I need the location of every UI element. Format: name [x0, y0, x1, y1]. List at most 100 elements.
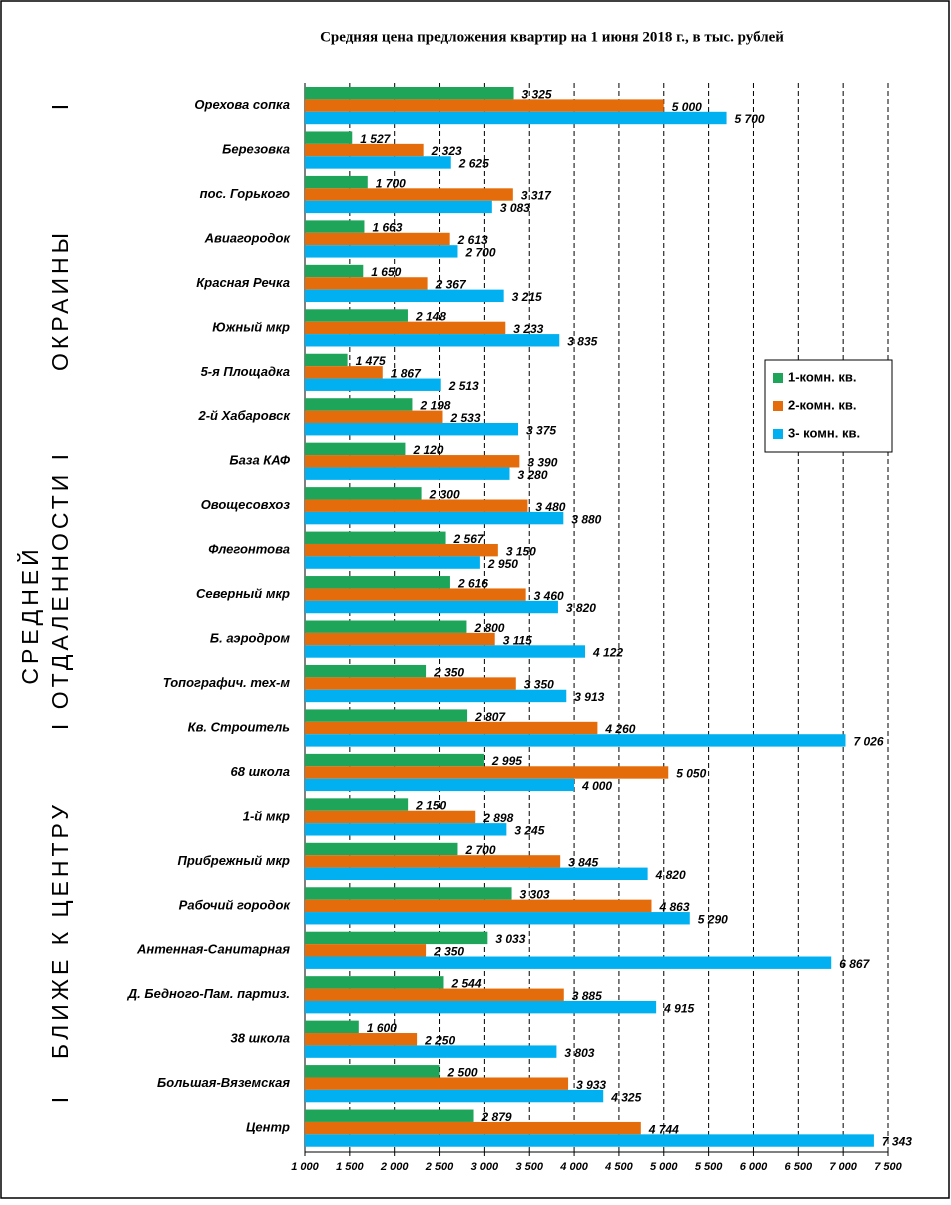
bar	[305, 175, 368, 189]
bar	[305, 277, 428, 290]
bar	[305, 778, 575, 792]
bar	[305, 823, 507, 836]
x-tick-label: 3 000	[471, 1161, 499, 1173]
value-label: 3 233	[513, 322, 543, 336]
bar	[305, 1045, 557, 1058]
bar	[305, 309, 408, 322]
category-label: 68 школа	[231, 764, 290, 779]
bar	[305, 543, 498, 557]
category-label: Топографич. тех-м	[163, 675, 291, 690]
legend-label: 1-комн. кв.	[788, 369, 856, 384]
group-label: БЛИЖЕ К ЦЕНТРУ	[47, 801, 73, 1059]
x-tick-label: 1 000	[291, 1161, 319, 1173]
value-label: 3 803	[564, 1046, 594, 1060]
value-label: 1 475	[356, 354, 386, 368]
bar	[305, 455, 520, 468]
value-label: 4 820	[655, 868, 686, 882]
bar	[305, 156, 451, 169]
bar	[305, 645, 586, 658]
bar	[305, 620, 467, 633]
category-label: 2-й Хабаровск	[197, 408, 291, 423]
bar	[305, 289, 504, 303]
value-label: 2 950	[487, 557, 518, 571]
value-label: 3 325	[522, 87, 552, 101]
value-label: 3 820	[566, 601, 596, 615]
value-label: 4 260	[604, 722, 635, 736]
value-label: 7 343	[882, 1135, 912, 1149]
category-label: Флегонтова	[208, 542, 290, 557]
bar	[305, 188, 513, 201]
bar	[305, 1020, 359, 1034]
bar	[305, 734, 846, 747]
bar	[305, 600, 558, 614]
bar	[305, 976, 444, 989]
bar	[305, 677, 516, 690]
group-label: I	[47, 100, 73, 110]
bar	[305, 556, 480, 569]
bar	[305, 912, 690, 925]
group-label: I	[47, 1093, 73, 1103]
bar	[305, 988, 564, 1001]
category-label: Антенная-Санитарная	[136, 942, 290, 957]
bar	[305, 353, 348, 367]
value-label: 3 245	[514, 824, 544, 838]
value-label: 1 600	[367, 1021, 397, 1035]
x-tick-label: 6 000	[740, 1161, 768, 1173]
value-label: 3 303	[520, 888, 550, 902]
value-label: 4 325	[610, 1090, 641, 1104]
bar	[305, 245, 458, 258]
bar	[305, 366, 383, 379]
bar	[305, 899, 652, 913]
value-label: 2 250	[424, 1033, 455, 1047]
bar	[305, 1065, 440, 1078]
bar	[305, 378, 441, 391]
value-label: 1 700	[376, 176, 406, 190]
value-label: 4 000	[581, 779, 612, 793]
value-label: 2 323	[431, 144, 462, 158]
bar	[305, 798, 409, 811]
value-label: 3 480	[535, 500, 565, 514]
value-label: 1 663	[372, 221, 402, 235]
bar	[305, 721, 598, 735]
value-label: 3 835	[567, 334, 597, 348]
value-label: 2 544	[450, 977, 481, 991]
bar	[305, 753, 484, 767]
category-label: Красная Речка	[196, 275, 290, 290]
value-label: 1 527	[360, 132, 391, 146]
value-label: 4 122	[592, 646, 623, 660]
value-label: 7 026	[853, 735, 883, 749]
category-label: Орехова сопка	[194, 97, 290, 112]
x-tick-label: 4 500	[604, 1161, 633, 1173]
x-tick-label: 5 000	[650, 1161, 678, 1173]
x-tick-label: 4 000	[559, 1161, 588, 1173]
category-label: 5-я Площадка	[201, 364, 290, 379]
category-label: Южный мкр	[212, 319, 290, 334]
bar	[305, 499, 528, 512]
value-label: 3 885	[572, 989, 602, 1003]
bar	[305, 111, 727, 125]
value-label: 3 083	[500, 201, 530, 215]
value-label: 2 150	[415, 799, 446, 813]
bar	[305, 867, 648, 880]
bar	[305, 87, 514, 100]
value-label: 6 867	[839, 957, 870, 971]
value-label: 3 317	[521, 189, 552, 203]
x-tick-label: 2 500	[425, 1161, 454, 1173]
group-label: I ОТДАЛЕННОСТИ I	[47, 450, 73, 730]
group-label: СРЕДНЕЙ	[16, 545, 43, 684]
value-label: 2 616	[457, 576, 488, 590]
bar	[305, 321, 506, 335]
value-label: 2 613	[457, 233, 488, 247]
bar	[305, 709, 468, 722]
value-label: 2 120	[412, 443, 443, 457]
value-label: 3 913	[574, 690, 604, 704]
value-label: 3 390	[527, 455, 557, 469]
category-label: Рабочий городок	[179, 897, 292, 912]
bar	[305, 423, 519, 436]
value-label: 2 198	[419, 399, 450, 413]
category-label: 38 школа	[231, 1031, 290, 1046]
value-label: 2 800	[473, 621, 504, 635]
value-label: 2 807	[474, 710, 506, 724]
bar	[305, 99, 664, 112]
value-label: 1 650	[371, 265, 401, 279]
